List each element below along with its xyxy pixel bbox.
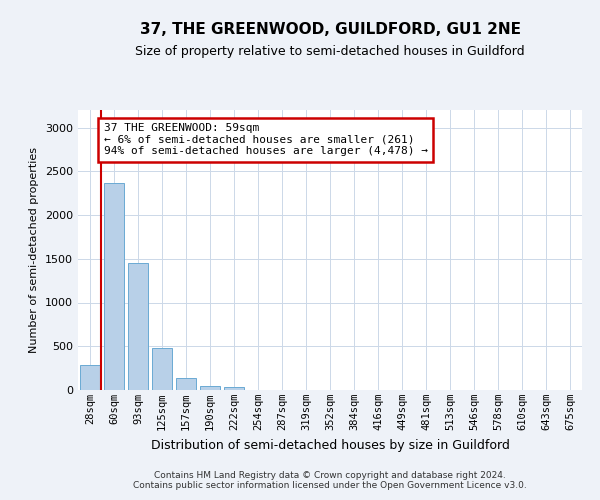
Bar	[200, 386, 220, 390]
Bar	[224, 387, 244, 390]
Y-axis label: Number of semi-detached properties: Number of semi-detached properties	[29, 147, 40, 353]
Bar	[176, 378, 196, 390]
Text: Size of property relative to semi-detached houses in Guildford: Size of property relative to semi-detach…	[135, 45, 525, 58]
Bar	[128, 262, 148, 390]
Bar	[104, 184, 124, 390]
Text: Contains HM Land Registry data © Crown copyright and database right 2024.
Contai: Contains HM Land Registry data © Crown c…	[133, 470, 527, 490]
Bar	[80, 364, 100, 390]
Text: 37 THE GREENWOOD: 59sqm
← 6% of semi-detached houses are smaller (261)
94% of se: 37 THE GREENWOOD: 59sqm ← 6% of semi-det…	[104, 123, 428, 156]
X-axis label: Distribution of semi-detached houses by size in Guildford: Distribution of semi-detached houses by …	[151, 438, 509, 452]
Bar	[152, 348, 172, 390]
Text: 37, THE GREENWOOD, GUILDFORD, GU1 2NE: 37, THE GREENWOOD, GUILDFORD, GU1 2NE	[139, 22, 521, 38]
